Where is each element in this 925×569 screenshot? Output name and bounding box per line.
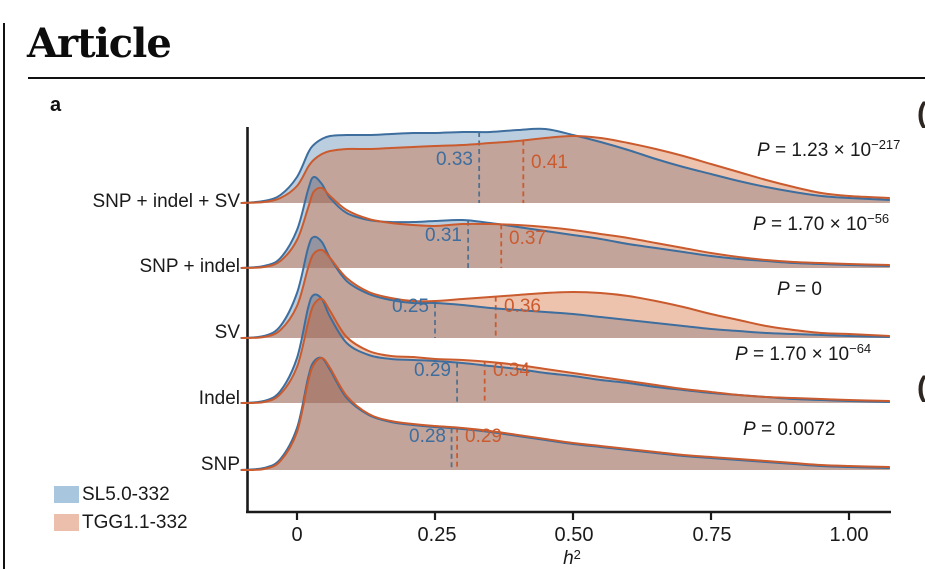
median-tgg-snp-indel-sv: 0.41: [531, 152, 568, 173]
ridge-2: [240, 235, 890, 339]
p-base: = 0: [789, 279, 822, 300]
median-sl-snp-indel-sv: 0.33: [436, 149, 473, 170]
x-tick-025: 0.25: [417, 524, 457, 546]
density-fill-sl-ridge-3: [240, 294, 890, 403]
p-base: = 1.70 × 10: [765, 214, 868, 235]
x-tick-100: 1.00: [829, 524, 869, 546]
x-axis-label-exponent: 2: [573, 547, 581, 562]
category-label-snp-indel: SNP + indel: [139, 256, 240, 277]
density-fill-tgg-ridge-1: [240, 187, 890, 268]
median-tgg-sv: 0.36: [504, 296, 541, 317]
legend-label-tgg1: TGG1.1-332: [82, 512, 188, 533]
x-axis-label-base: h: [563, 548, 574, 569]
density-line-tgg-ridge-1: [240, 186, 890, 269]
category-label-sv: SV: [214, 322, 240, 343]
p-symbol: P: [753, 214, 766, 235]
pvalue-snp-indel: P = 1.70 × 10−56: [753, 211, 890, 238]
category-label-snp-indel-sv: SNP + indel + SV: [92, 191, 240, 212]
pvalue-snp-indel-sv: P = 1.23 × 10−217: [757, 137, 901, 164]
clipped-edge-glyph-top: (: [917, 100, 925, 128]
density-fill-sl-ridge-4: [240, 357, 890, 470]
density-line-tgg-ridge-4: [240, 356, 890, 472]
density-fill-tgg-ridge-2: [240, 249, 890, 338]
p-symbol: P: [757, 140, 770, 161]
p-base: = 0.0072: [755, 419, 836, 440]
p-base: = 1.70 × 10: [747, 344, 850, 365]
density-line-tgg-ridge-0: [240, 135, 890, 204]
clipped-edge-glyph-bottom: (: [917, 374, 925, 402]
category-label-snp: SNP: [200, 454, 240, 475]
page-left-rule: [3, 23, 5, 569]
pvalue-snp: P = 0.0072: [743, 418, 835, 443]
figure-panel-label-a: a: [50, 94, 62, 116]
density-line-tgg-ridge-2: [240, 248, 890, 339]
density-line-sl-ridge-0: [240, 127, 890, 204]
density-line-sl-ridge-2: [240, 235, 890, 339]
density-fill-tgg-ridge-4: [240, 357, 890, 471]
p-exponent: −64: [849, 341, 872, 356]
median-sl-snp: 0.28: [409, 426, 446, 447]
ridge-1: [240, 175, 890, 269]
ridge-4: [240, 356, 890, 472]
legend-swatch-sl5: [54, 486, 79, 503]
pvalue-sv: P = 0: [777, 278, 822, 303]
legend-swatch-tgg1: [54, 514, 79, 531]
ridge-3: [240, 293, 890, 405]
median-tgg-snp: 0.29: [465, 426, 502, 447]
median-sl-sv: 0.25: [392, 296, 429, 317]
density-fill-sl-ridge-1: [240, 176, 890, 268]
ridge-0: [240, 127, 890, 204]
p-exponent: −217: [871, 137, 901, 152]
p-exponent: −56: [867, 211, 890, 226]
x-axis-label: h2: [542, 547, 602, 569]
median-tgg-indel: 0.34: [493, 360, 530, 381]
header-rule: [28, 77, 925, 79]
median-sl-indel: 0.29: [414, 360, 451, 381]
p-base: = 1.23 × 10: [769, 140, 872, 161]
density-line-tgg-ridge-3: [240, 297, 890, 405]
article-header-title: Article: [27, 20, 172, 67]
x-tick-050: 0.50: [554, 524, 594, 546]
legend-label-sl5: SL5.0-332: [82, 484, 170, 505]
x-tick-075: 0.75: [692, 524, 732, 546]
axes: [246, 127, 891, 520]
category-label-indel: Indel: [198, 388, 240, 409]
density-fill-sl-ridge-2: [240, 236, 890, 338]
p-symbol: P: [735, 344, 748, 365]
density-fill-tgg-ridge-3: [240, 298, 890, 404]
density-fill-tgg-ridge-0: [240, 136, 890, 203]
x-tick-0: 0: [291, 524, 303, 546]
median-sl-snp-indel: 0.31: [425, 225, 462, 246]
p-symbol: P: [777, 279, 790, 300]
p-symbol: P: [743, 419, 756, 440]
pvalue-indel: P = 1.70 × 10−64: [735, 341, 872, 368]
median-tgg-snp-indel: 0.37: [509, 228, 546, 249]
